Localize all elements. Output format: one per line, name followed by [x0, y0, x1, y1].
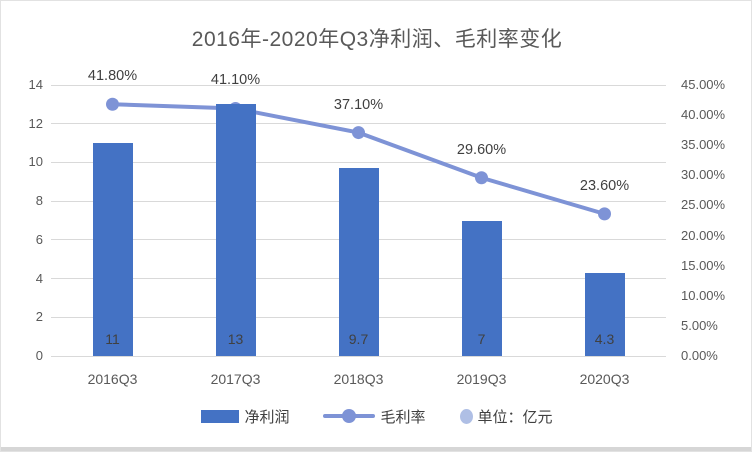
bar-value-label: 13	[227, 331, 244, 347]
gridline	[51, 355, 666, 357]
right-axis-tick: 30.00%	[681, 167, 726, 183]
legend-bar-swatch	[201, 409, 240, 423]
right-axis-tick: 15.00%	[681, 257, 726, 273]
right-axis-tick: 40.00%	[681, 107, 726, 123]
right-axis-tick: 25.00%	[681, 197, 726, 213]
line-marker	[598, 207, 611, 221]
left-axis-tick: 10	[28, 154, 43, 170]
right-axis-tick: 20.00%	[681, 227, 726, 243]
gridline	[51, 161, 666, 163]
x-axis-category: 2016Q3	[87, 371, 138, 387]
line-data-label: 37.10%	[333, 96, 384, 113]
x-axis-category: 2017Q3	[210, 371, 261, 387]
legend-unit-dot	[459, 408, 473, 424]
x-axis-category: 2020Q3	[579, 371, 630, 387]
left-axis-tick: 0	[35, 348, 43, 363]
left-axis-tick: 4	[35, 270, 43, 286]
bar-2020Q3	[584, 272, 625, 356]
line-data-label: 41.10%	[210, 72, 261, 89]
legend-label: 净利润	[244, 408, 290, 426]
right-axis-tick: 45.00%	[681, 77, 726, 92]
x-axis-category: 2018Q3	[333, 371, 384, 387]
left-axis-tick: 6	[35, 231, 43, 247]
bottom-border-strip	[1, 447, 751, 451]
legend-label: 单位：亿元	[477, 408, 553, 426]
gridline	[51, 123, 666, 125]
legend-item-dot: 单位：亿元	[459, 406, 553, 427]
right-axis-tick: 10.00%	[681, 287, 726, 303]
legend-item-bar: 净利润	[201, 406, 289, 427]
line-data-label: 23.60%	[579, 177, 630, 194]
left-axis-tick: 12	[28, 115, 43, 131]
bar-value-label: 11	[105, 331, 120, 347]
line-marker	[352, 126, 365, 140]
legend-line-marker	[342, 409, 357, 423]
chart-title: 2016年-2020年Q3净利润、毛利率变化	[191, 28, 563, 51]
bar-value-label: 4.3	[594, 331, 615, 347]
left-axis-tick: 2	[35, 309, 43, 325]
bar-2017Q3	[215, 104, 256, 356]
bar-2018Q3	[338, 168, 379, 356]
legend-line-swatch	[323, 409, 376, 423]
right-axis-tick: 5.00%	[681, 317, 718, 333]
right-axis-tick: 35.00%	[681, 137, 726, 153]
line-data-label: 29.60%	[456, 141, 507, 158]
gridline	[51, 84, 666, 86]
bar-value-label: 7	[477, 331, 486, 347]
line-marker	[475, 171, 488, 185]
x-axis-category: 2019Q3	[456, 371, 507, 387]
bar-2016Q3	[92, 143, 133, 356]
bar-value-label: 9.7	[348, 331, 369, 347]
legend: 净利润 毛利率 单位：亿元	[1, 404, 751, 428]
bar-2019Q3	[461, 220, 502, 356]
legend-item-line: 毛利率	[323, 406, 426, 427]
left-axis-tick: 14	[28, 77, 43, 92]
left-axis-tick: 8	[35, 193, 43, 209]
right-axis-tick: 0.00%	[681, 348, 718, 363]
line-marker	[106, 97, 119, 111]
legend-label: 毛利率	[380, 408, 426, 426]
line-data-label: 41.80%	[87, 68, 138, 85]
